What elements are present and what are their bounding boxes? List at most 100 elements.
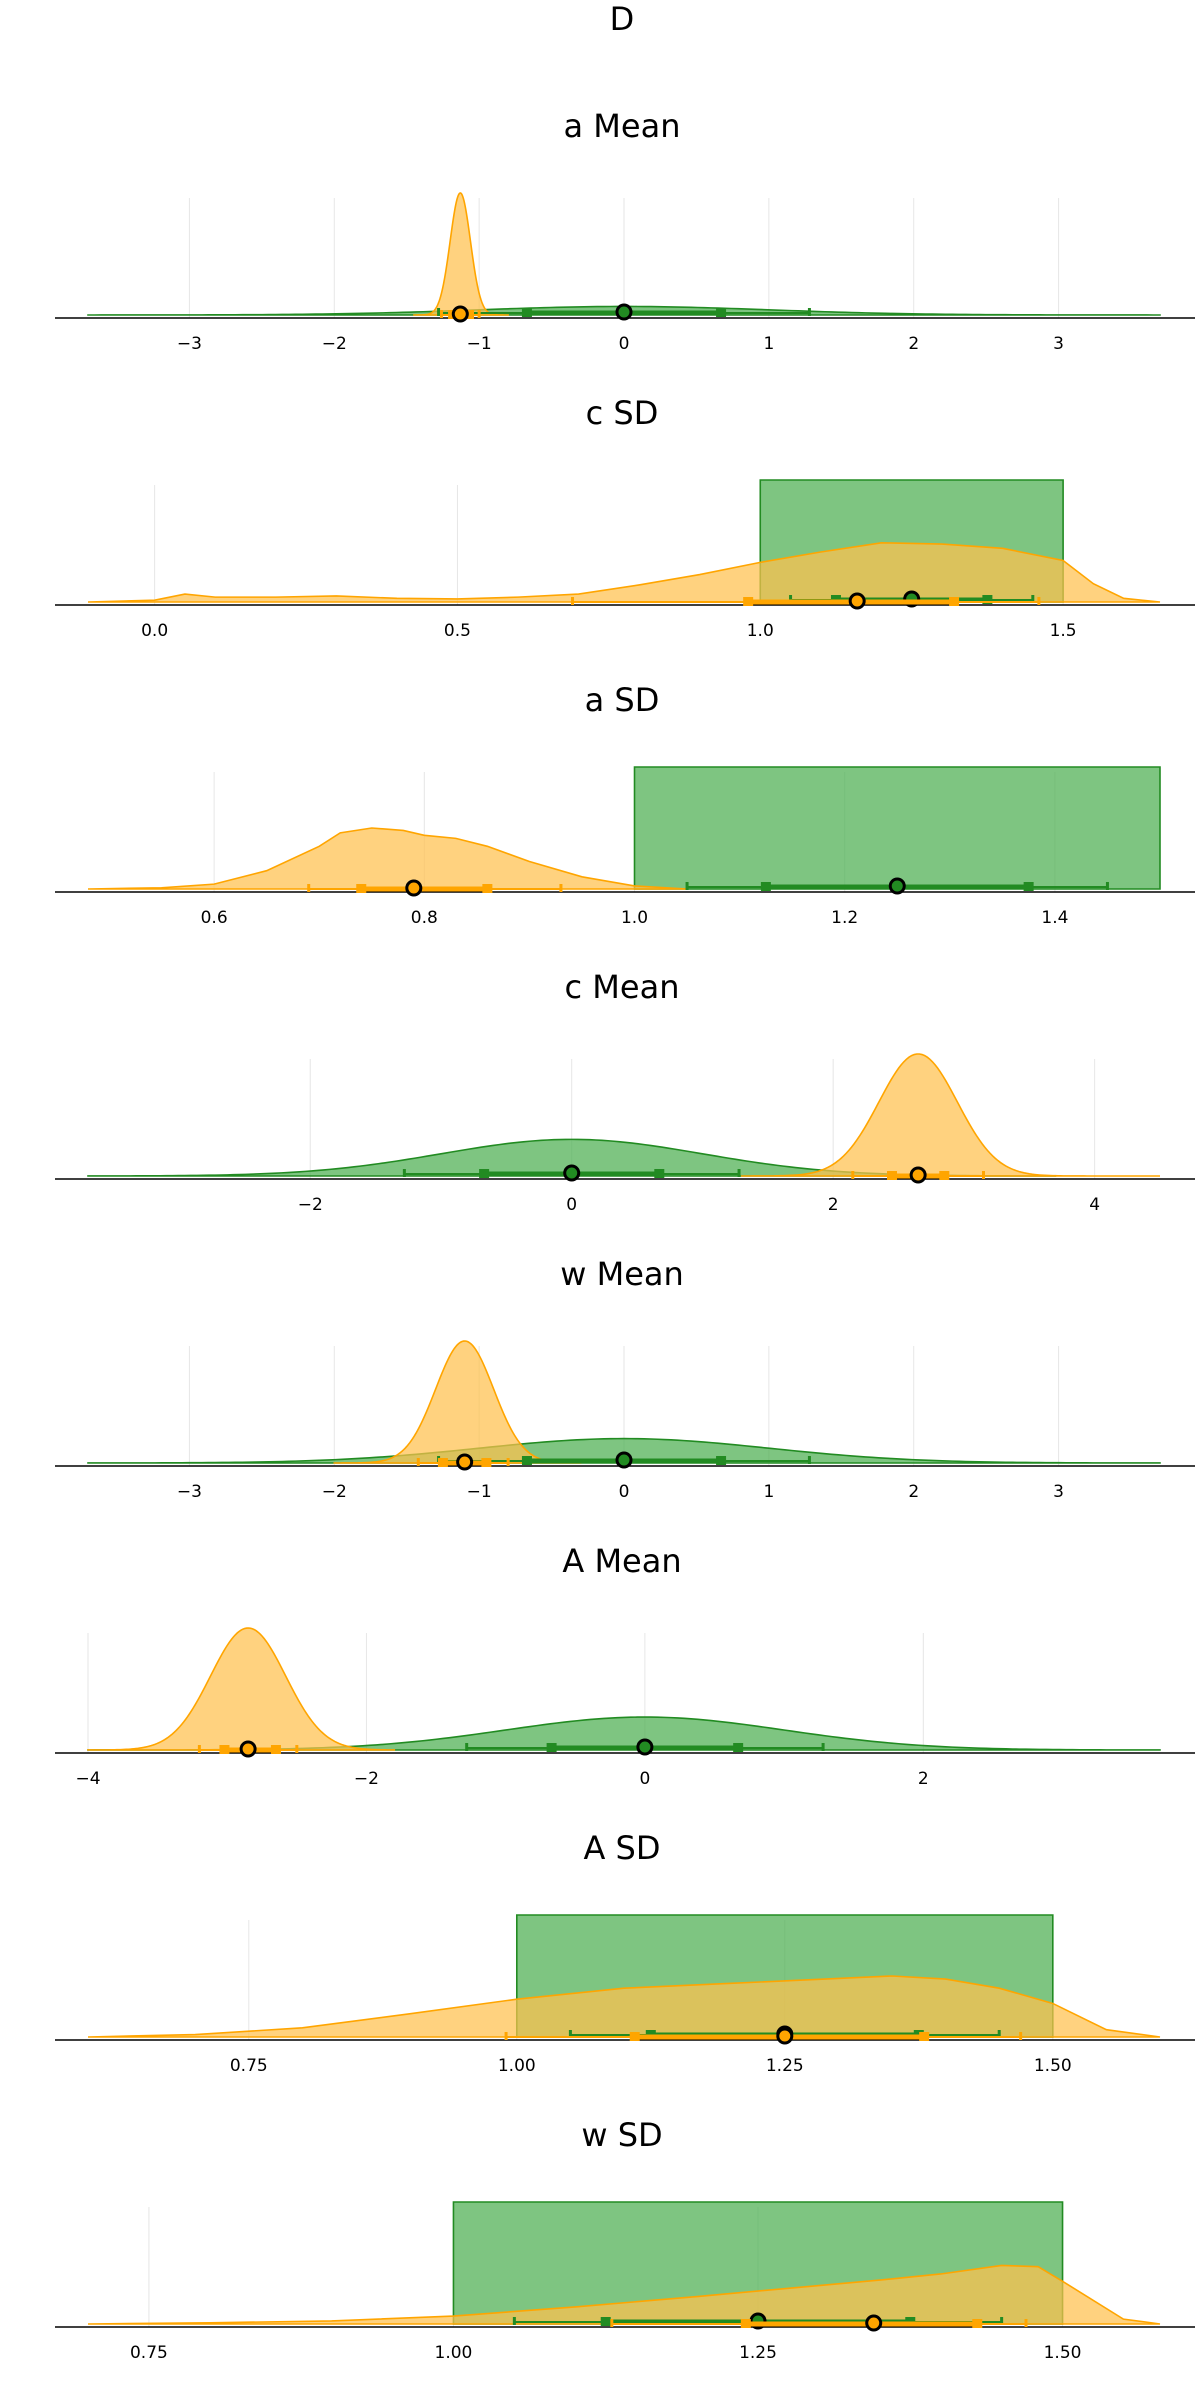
interval-cap [270, 1745, 281, 1754]
x-tick-label: −1 [467, 334, 492, 354]
panel-5: w Mean −3 −2 −1 0 1 2 3 [55, 1255, 1195, 1502]
posterior-density [87, 1975, 1161, 2038]
panel-title: c Mean [565, 968, 680, 1006]
x-tick-label: 1.00 [435, 2343, 473, 2363]
interval-cap [760, 882, 771, 891]
interval-cap [437, 1458, 448, 1467]
panel-title: a Mean [564, 107, 681, 145]
posterior-density [87, 827, 688, 890]
prior-density [633, 766, 1161, 890]
panels: a Mean −3 −2 −1 0 1 2 3 c SD 0.0 0.5 1.0 1.5 a SD 0.6 0… [55, 107, 1195, 2363]
x-tick-label: 3 [1053, 1482, 1064, 1502]
x-tick-label: 0.0 [141, 621, 168, 641]
prior-density [87, 1437, 1161, 1464]
interval-cap [600, 2317, 611, 2326]
x-tick-label: 0 [619, 1482, 630, 1502]
x-tick-label: −3 [177, 1482, 202, 1502]
posterior-median [909, 1166, 927, 1184]
interval-cap [521, 308, 532, 317]
interval-cap [982, 595, 993, 604]
panel-title: A SD [583, 1829, 660, 1867]
interval-cap [482, 884, 493, 893]
interval-cap [740, 2319, 751, 2328]
x-tick-label: 1.0 [747, 621, 774, 641]
x-tick-label: 0 [619, 334, 630, 354]
posterior-density [87, 2264, 1161, 2325]
prior-median [888, 877, 906, 895]
interval-cap [919, 2032, 930, 2041]
x-tick-label: −4 [75, 1769, 100, 1789]
posterior-median [848, 592, 866, 610]
x-tick-label: 0 [566, 1195, 577, 1215]
x-tick-label: −3 [177, 334, 202, 354]
panel-title: c SD [586, 394, 659, 432]
interval-cap [356, 884, 367, 893]
x-tick-label: 2 [828, 1195, 839, 1215]
x-tick-label: 1 [763, 1482, 774, 1502]
interval-cap [716, 1456, 727, 1465]
interval-cap [743, 597, 754, 606]
x-tick-label: 4 [1089, 1195, 1100, 1215]
prior-median [615, 1451, 633, 1469]
x-tick-label: −2 [322, 1482, 347, 1502]
posterior-median [776, 2027, 794, 2045]
figure-title: D [610, 0, 635, 38]
x-tick-label: 0.75 [130, 2343, 168, 2363]
x-tick-label: −1 [467, 1482, 492, 1502]
interval-cap [1023, 882, 1034, 891]
x-tick-label: 1 [763, 334, 774, 354]
panel-7: A SD 0.75 1.00 1.25 1.50 [55, 1829, 1195, 2076]
panel-4: c Mean −2 0 2 4 [55, 968, 1195, 1215]
x-tick-label: 0.8 [411, 908, 438, 928]
posterior-median [405, 879, 423, 897]
x-tick-label: 2 [908, 1482, 919, 1502]
posterior-median [865, 2314, 883, 2332]
interval-cap [949, 597, 960, 606]
interval-cap [481, 1458, 492, 1467]
posterior-density [87, 1627, 396, 1751]
x-tick-label: 1.25 [739, 2343, 777, 2363]
x-tick-label: 1.2 [831, 908, 858, 928]
posterior-density [413, 192, 509, 316]
x-tick-label: 0 [639, 1769, 650, 1789]
x-tick-label: 1.5 [1050, 621, 1077, 641]
posterior-density [87, 542, 1161, 603]
x-tick-label: 2 [908, 334, 919, 354]
x-tick-label: 1.0 [621, 908, 648, 928]
interval-cap [716, 308, 727, 317]
interval-cap [733, 1743, 744, 1752]
x-tick-label: 1.50 [1034, 2056, 1072, 2076]
prior-median [636, 1738, 654, 1756]
interval-cap [463, 310, 474, 319]
x-tick-label: −2 [298, 1195, 323, 1215]
interval-cap [521, 1456, 532, 1465]
interval-cap [629, 2032, 640, 2041]
interval-cap [939, 1171, 950, 1180]
interval-cap [546, 1743, 557, 1752]
prior-median [563, 1164, 581, 1182]
x-tick-label: 0.75 [230, 2056, 268, 2076]
x-tick-label: 0.6 [201, 908, 228, 928]
x-tick-label: 1.00 [498, 2056, 536, 2076]
x-tick-label: 1.25 [766, 2056, 804, 2076]
panel-title: w SD [581, 2116, 662, 2154]
panel-1: a Mean −3 −2 −1 0 1 2 3 [55, 107, 1195, 354]
interval-cap [887, 1171, 897, 1180]
panel-title: w Mean [560, 1255, 684, 1293]
x-tick-label: −2 [354, 1769, 379, 1789]
panel-6: A Mean −4 −2 0 2 [55, 1542, 1195, 1789]
interval-cap [654, 1169, 665, 1178]
x-tick-label: 1.4 [1041, 908, 1068, 928]
prior-median [615, 303, 633, 321]
x-tick-label: 0.5 [444, 621, 471, 641]
posterior-median [451, 305, 469, 323]
x-tick-label: −2 [322, 334, 347, 354]
panel-8: w SD 0.75 1.00 1.25 1.50 [55, 2116, 1195, 2363]
panel-3: a SD 0.6 0.8 1.0 1.2 1.4 [55, 681, 1195, 928]
panel-2: c SD 0.0 0.5 1.0 1.5 [55, 394, 1195, 641]
posterior-median [239, 1740, 257, 1758]
interval-cap [219, 1745, 230, 1754]
interval-cap [972, 2319, 983, 2328]
x-tick-label: 3 [1053, 334, 1064, 354]
interval-cap [479, 1169, 490, 1178]
